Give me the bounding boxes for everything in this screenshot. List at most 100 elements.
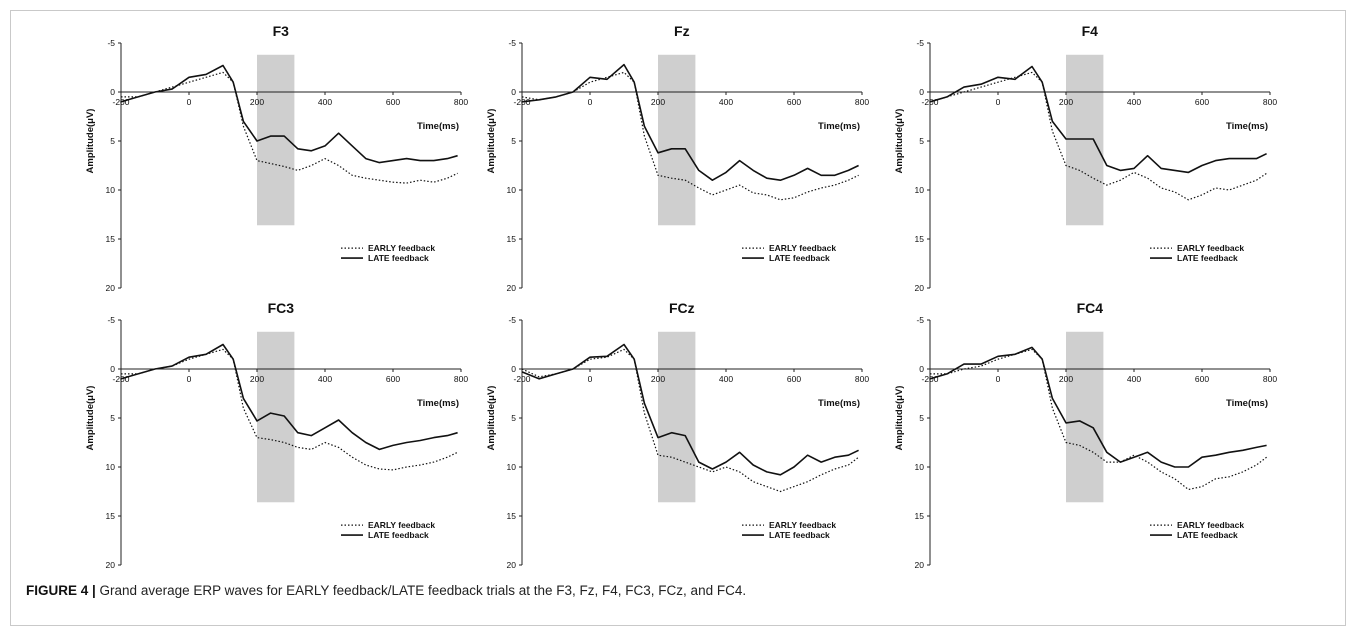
x-axis-label: Time(ms) <box>1226 398 1268 409</box>
y-tick-label: 5 <box>511 136 516 146</box>
x-tick-label: 600 <box>787 374 801 384</box>
series-line-early <box>929 71 1267 201</box>
x-tick-label: 400 <box>318 97 332 107</box>
legend-label: LATE feedback <box>1177 253 1238 263</box>
x-tick-label: 0 <box>996 97 1001 107</box>
x-tick-label: 600 <box>386 374 400 384</box>
x-tick-label: 600 <box>787 97 801 107</box>
x-tick-label: 200 <box>250 374 264 384</box>
series-line-late <box>120 343 458 451</box>
x-tick-label: 800 <box>1263 97 1277 107</box>
x-tick-label: 200 <box>651 374 665 384</box>
y-tick-label: 15 <box>106 234 116 244</box>
shaded-time-window <box>1066 54 1104 226</box>
y-tick-label: 5 <box>919 413 924 423</box>
y-tick-label: 10 <box>915 185 925 195</box>
x-tick-label: 800 <box>454 97 468 107</box>
y-tick-label: 0 <box>110 87 115 97</box>
x-tick-label: 600 <box>386 97 400 107</box>
panel-title: FC4 <box>1077 300 1104 316</box>
y-tick-label: 0 <box>919 364 924 374</box>
series-line-early <box>121 348 458 471</box>
x-tick-label: 800 <box>1263 374 1277 384</box>
shaded-time-window <box>1066 331 1104 503</box>
series-line-late <box>929 65 1267 174</box>
y-tick-label: -5 <box>107 38 115 48</box>
y-tick-label: 20 <box>915 560 925 570</box>
x-tick-label: 800 <box>454 374 468 384</box>
x-tick-label: 800 <box>855 97 869 107</box>
x-tick-label: 0 <box>588 374 593 384</box>
x-tick-label: -200 <box>513 374 530 384</box>
x-tick-label: 0 <box>187 374 192 384</box>
x-tick-label: 0 <box>996 374 1001 384</box>
y-tick-label: -5 <box>916 38 924 48</box>
x-axis-label: Time(ms) <box>818 121 860 132</box>
y-axis-label: Amplitude(μV) <box>894 386 905 451</box>
y-axis-label: Amplitude(μV) <box>894 109 905 174</box>
y-tick-label: 10 <box>106 185 116 195</box>
y-tick-label: 20 <box>507 283 517 293</box>
legend-label: EARLY feedback <box>769 520 836 530</box>
legend-label: EARLY feedback <box>1177 243 1244 253</box>
series-line-late <box>120 64 458 164</box>
figure-caption: FIGURE 4 | Grand average ERP waves for E… <box>26 583 746 598</box>
y-tick-label: 20 <box>106 560 116 570</box>
legend-label: EARLY feedback <box>769 243 836 253</box>
y-axis-label: Amplitude(μV) <box>486 386 497 451</box>
legend-label: EARLY feedback <box>1177 520 1244 530</box>
x-tick-label: 600 <box>1195 374 1209 384</box>
y-tick-label: -5 <box>508 38 516 48</box>
legend-label: LATE feedback <box>368 530 429 540</box>
x-tick-label: 600 <box>1195 97 1209 107</box>
legend-label: EARLY feedback <box>368 520 435 530</box>
x-tick-label: 400 <box>318 374 332 384</box>
legend-label: LATE feedback <box>769 530 830 540</box>
series-line-late <box>929 346 1267 468</box>
x-tick-label: 0 <box>588 97 593 107</box>
panel-title: FCz <box>669 300 695 316</box>
y-axis-label: Amplitude(μV) <box>85 386 96 451</box>
x-tick-label: 200 <box>1059 97 1073 107</box>
series-line-early <box>930 348 1267 491</box>
y-tick-label: 5 <box>110 413 115 423</box>
legend-label: LATE feedback <box>368 253 429 263</box>
y-tick-label: 20 <box>106 283 116 293</box>
legend-label: LATE feedback <box>1177 530 1238 540</box>
y-tick-label: 10 <box>915 462 925 472</box>
y-tick-label: -5 <box>107 315 115 325</box>
legend-label: LATE feedback <box>769 253 830 263</box>
caption-label: FIGURE 4 | <box>26 583 96 598</box>
panel-title: F4 <box>1082 23 1099 39</box>
y-tick-label: 0 <box>511 87 516 97</box>
x-axis-label: Time(ms) <box>417 121 459 132</box>
series-line-early <box>121 71 458 184</box>
y-tick-label: 15 <box>507 234 517 244</box>
y-tick-label: 5 <box>110 136 115 146</box>
y-tick-label: 10 <box>507 185 517 195</box>
y-tick-label: 5 <box>919 136 924 146</box>
y-tick-label: 0 <box>110 364 115 374</box>
y-tick-label: 20 <box>915 283 925 293</box>
y-tick-label: 15 <box>915 511 925 521</box>
y-tick-label: 5 <box>511 413 516 423</box>
series-line-late <box>521 343 859 476</box>
x-tick-label: 200 <box>1059 374 1073 384</box>
panel-title: FC3 <box>268 300 295 316</box>
y-tick-label: -5 <box>916 315 924 325</box>
series-line-late <box>521 63 859 181</box>
x-axis-label: Time(ms) <box>1226 121 1268 132</box>
y-axis-label: Amplitude(μV) <box>85 109 96 174</box>
y-tick-label: 0 <box>919 87 924 97</box>
x-tick-label: 400 <box>1127 374 1141 384</box>
caption-text: Grand average ERP waves for EARLY feedba… <box>95 583 747 598</box>
panel-title: F3 <box>273 23 290 39</box>
y-tick-label: 10 <box>507 462 517 472</box>
y-tick-label: -5 <box>508 315 516 325</box>
